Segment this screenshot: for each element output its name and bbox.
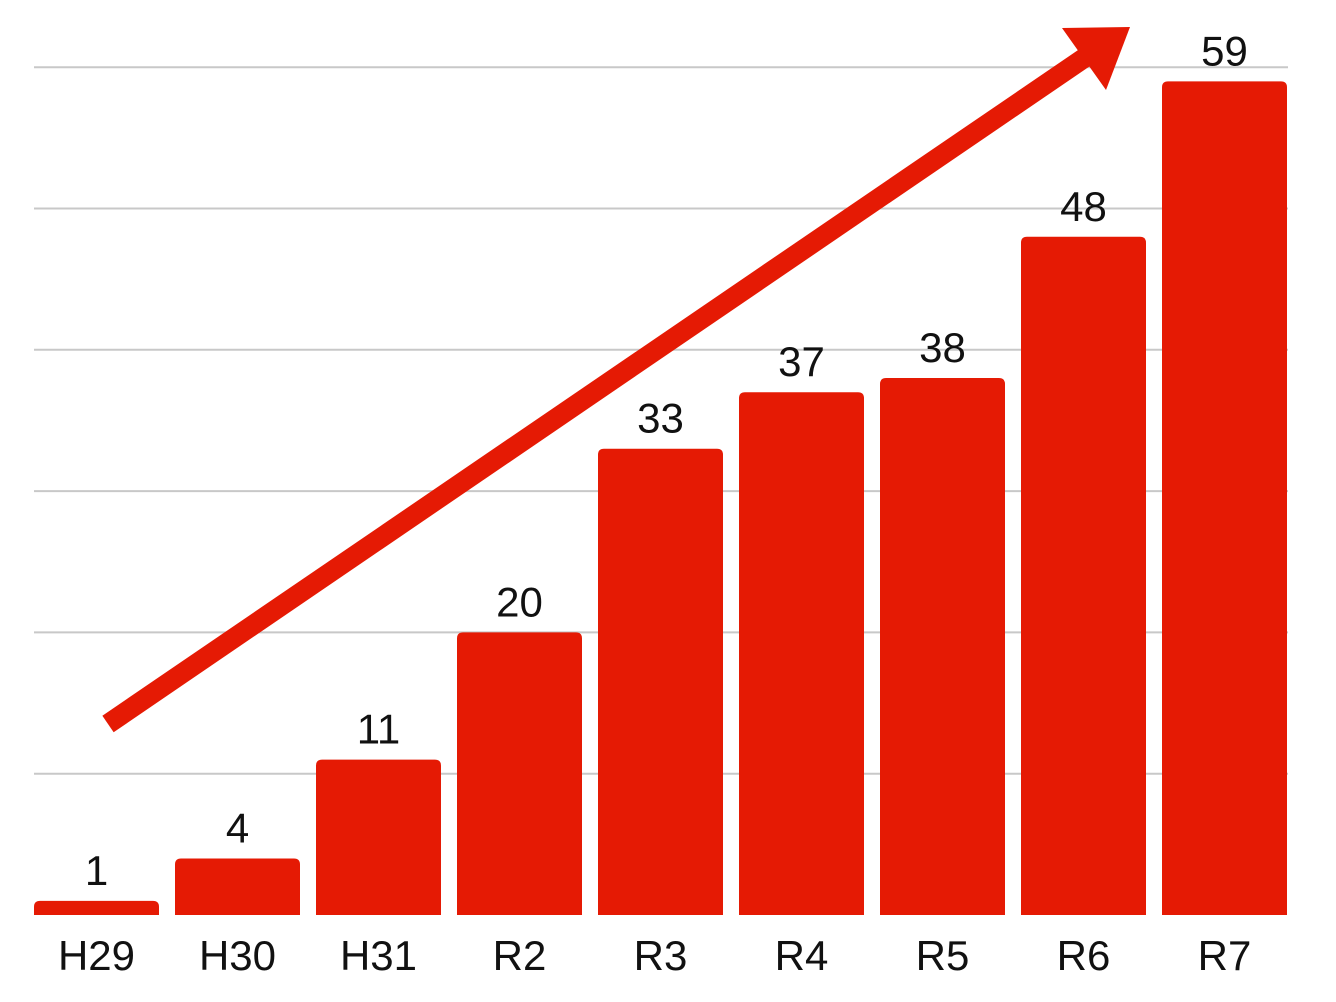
x-tick-label: R7 xyxy=(1198,932,1252,979)
bar-r6 xyxy=(1021,236,1146,915)
x-tick-label: H30 xyxy=(199,932,276,979)
data-label-h29: 1 xyxy=(85,847,108,894)
x-tick-label: R3 xyxy=(634,932,688,979)
bar-h29 xyxy=(34,900,159,915)
data-label-r4: 37 xyxy=(778,338,825,385)
x-tick-label: H29 xyxy=(58,932,135,979)
data-labels: 1 4 11 20 33 37 38 48 59 xyxy=(85,27,1248,894)
x-tick-label: R4 xyxy=(775,932,829,979)
data-label-r6: 48 xyxy=(1060,183,1107,230)
data-label-r3: 33 xyxy=(637,395,684,442)
data-label-h30: 4 xyxy=(226,804,249,851)
x-tick-label: H31 xyxy=(340,932,417,979)
bar-r3 xyxy=(598,448,723,915)
bar-r2 xyxy=(457,632,582,915)
data-label-r2: 20 xyxy=(496,578,543,625)
bar-r5 xyxy=(880,378,1005,915)
bar-h30 xyxy=(175,858,300,915)
x-axis-tick-labels: H29 H30 H31 R2 R3 R4 R5 R6 R7 xyxy=(58,932,1251,979)
x-tick-label: R2 xyxy=(493,932,547,979)
x-tick-label: R6 xyxy=(1057,932,1111,979)
data-label-r7: 59 xyxy=(1201,27,1248,74)
trend-arrow-head xyxy=(1062,27,1130,90)
x-tick-label: R5 xyxy=(916,932,970,979)
bar-h31 xyxy=(316,759,441,915)
trend-arrow-shaft xyxy=(102,45,1096,733)
bars xyxy=(34,81,1287,915)
data-label-r5: 38 xyxy=(919,324,966,371)
trend-arrow xyxy=(102,27,1130,733)
data-label-h31: 11 xyxy=(357,706,401,753)
bar-r4 xyxy=(739,392,864,915)
bar-r7 xyxy=(1162,81,1287,915)
